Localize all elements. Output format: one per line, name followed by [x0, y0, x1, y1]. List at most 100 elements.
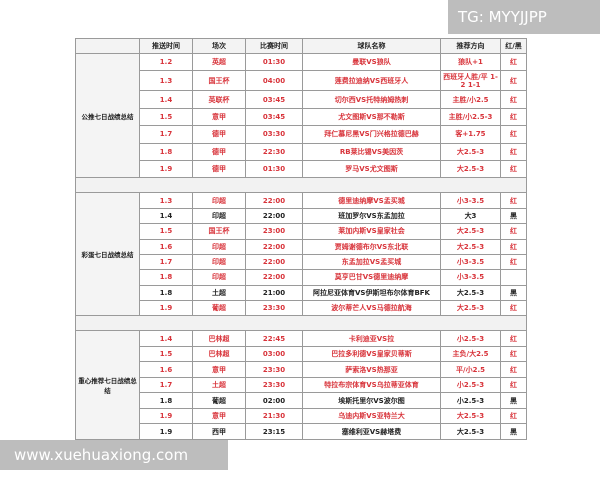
- watermark-bottom: www.xuehuaxiong.com: [0, 440, 228, 470]
- pick-cell: 大2.5-3: [440, 238, 501, 255]
- push-time-cell: 1.7: [139, 125, 193, 144]
- league-cell: 英联杯: [192, 90, 246, 109]
- table-row: 1.5 意甲 03:45 尤文图斯VS那不勒斯 主胜/小2.5-3 红: [76, 107, 527, 127]
- push-time-cell: 1.6: [139, 238, 193, 255]
- push-time-cell: 1.8: [139, 269, 193, 286]
- result-cell: 红: [500, 125, 527, 144]
- table-row: 1.3 国王杯 04:00 莲费拉迪纳VS西班牙人 西班牙人胜/平 1-2 1-1 红: [76, 70, 527, 92]
- teams-cell: 拜仁慕尼黑VS门兴格拉德巴赫: [302, 125, 441, 144]
- league-cell: 意甲: [192, 407, 246, 425]
- teams-cell: RB莱比锡VS美因茨: [302, 142, 441, 161]
- teams-cell: 塞维利亚VS赫塔费: [302, 423, 441, 440]
- result-cell: 红: [500, 376, 527, 394]
- league-cell: 德甲: [192, 142, 246, 161]
- teams-cell: 阿拉尼亚体育VS伊斯坦布尔体育BFK: [302, 284, 441, 302]
- league-cell: 西甲: [192, 423, 246, 440]
- header-match-time: 比赛时间: [245, 38, 303, 54]
- result-cell: 红: [500, 330, 527, 347]
- push-time-cell: 1.3: [139, 70, 193, 92]
- result-cell: 红: [500, 107, 527, 127]
- league-cell: 葡超: [192, 392, 246, 409]
- teams-cell: 卡利迪亚VS拉: [302, 330, 441, 347]
- pick-cell: 主胜/小2.5: [440, 90, 501, 109]
- pick-cell: 大2.5-3: [440, 159, 501, 179]
- match-time-cell: 22:45: [245, 330, 303, 347]
- result-cell: 红: [500, 407, 527, 425]
- league-cell: 意甲: [192, 361, 246, 378]
- match-time-cell: 21:30: [245, 407, 303, 425]
- pick-cell: 大2.5-3: [440, 223, 501, 240]
- result-cell: 红: [500, 70, 527, 92]
- table-row: 1.8 土超 21:00 阿拉尼亚体育VS伊斯坦布尔体育BFK 大2.5-3 黑: [76, 284, 527, 302]
- teams-cell: 乌迪内斯VS亚特兰大: [302, 407, 441, 425]
- push-time-cell: 1.7: [139, 376, 193, 394]
- table-row: 公推七日战绩总结 1.2 英超 01:30 曼联VS狼队 狼队+1 红: [75, 52, 527, 179]
- teams-cell: 埃斯托里尔VS波尔图: [302, 392, 441, 409]
- results-table: 推送时间 场次 比赛时间 球队名称 推荐方向 红/黑 公推七日战绩总结 1.2 英超…: [75, 38, 527, 440]
- league-cell: 德甲: [192, 125, 246, 144]
- match-time-cell: 22:00: [245, 192, 303, 209]
- match-time-cell: 01:30: [245, 159, 303, 179]
- push-time-cell: 1.9: [139, 159, 193, 179]
- league-cell: 国王杯: [192, 70, 246, 92]
- table-row: 1.8 德甲 22:30 RB莱比锡VS美因茨 大2.5-3 红: [76, 142, 527, 161]
- league-cell: 印超: [192, 269, 246, 286]
- result-cell: 红: [500, 142, 527, 161]
- table-row: 1.8 葡超 02:00 埃斯托里尔VS波尔图 小2.5-3 黑: [76, 392, 527, 409]
- pick-cell: 小2.5-3: [440, 376, 501, 394]
- match-time-cell: 22:00: [245, 207, 303, 225]
- pick-cell: 大3: [440, 207, 501, 225]
- pick-cell: 大2.5-3: [440, 284, 501, 302]
- pick-cell: 大2.5-3: [440, 142, 501, 161]
- section-spacer: [75, 315, 527, 332]
- table-row: 1.4 英联杯 03:45 切尔西VS托特纳姆热刺 主胜/小2.5 红: [76, 90, 527, 109]
- header-pick: 推荐方向: [440, 38, 501, 54]
- league-cell: 土超: [192, 284, 246, 302]
- result-cell: 红: [500, 253, 527, 271]
- pick-cell: 客+1.75: [440, 125, 501, 144]
- teams-cell: 尤文图斯VS那不勒斯: [302, 107, 441, 127]
- match-time-cell: 21:00: [245, 284, 303, 302]
- header-row: 推送时间 场次 比赛时间 球队名称 推荐方向 红/黑: [75, 38, 527, 54]
- match-time-cell: 22:00: [245, 269, 303, 286]
- match-time-cell: 03:30: [245, 125, 303, 144]
- match-time-cell: 23:30: [245, 376, 303, 394]
- league-cell: 巴林超: [192, 330, 246, 347]
- match-time-cell: 22:00: [245, 238, 303, 255]
- result-cell: 红: [500, 238, 527, 255]
- result-cell: 黑: [500, 392, 527, 409]
- result-cell: 红: [500, 52, 527, 72]
- table-row: 1.6 印超 22:00 贾姆谢德布尔VS东北联 大2.5-3 红: [76, 238, 527, 255]
- pick-cell: 小3-3.5: [440, 253, 501, 271]
- table-row: 1.7 土超 23:30 特拉布宗体育VS乌拉蒂亚体育 小2.5-3 红: [76, 376, 527, 394]
- match-time-cell: 23:00: [245, 223, 303, 240]
- match-time-cell: 03:45: [245, 90, 303, 109]
- match-time-cell: 03:00: [245, 345, 303, 363]
- table-row: 1.6 意甲 23:30 萨索洛VS热那亚 平/小2.5 红: [76, 361, 527, 378]
- push-time-cell: 1.8: [139, 284, 193, 302]
- pick-cell: 小3-3.5: [440, 192, 501, 209]
- league-cell: 印超: [192, 238, 246, 255]
- table-row: 1.9 葡超 23:30 波尔蒂芒人VS马德拉航海 大2.5-3 红: [76, 300, 527, 317]
- pick-cell: 小3-3.5: [440, 269, 501, 286]
- match-time-cell: 22:00: [245, 253, 303, 271]
- teams-cell: 切尔西VS托特纳姆热刺: [302, 90, 441, 109]
- header-teams: 球队名称: [302, 38, 441, 54]
- match-time-cell: 23:30: [245, 361, 303, 378]
- league-cell: 印超: [192, 253, 246, 271]
- pick-cell: 主负/大2.5: [440, 345, 501, 363]
- push-time-cell: 1.7: [139, 253, 193, 271]
- table-row: 1.9 西甲 23:15 塞维利亚VS赫塔费 大2.5-3 黑: [76, 423, 527, 440]
- pick-cell: 平/小2.5: [440, 361, 501, 378]
- watermark-top: TG: MYYJJPP: [448, 0, 600, 34]
- result-cell: 红: [500, 90, 527, 109]
- table-row: 彩蛋七日战绩总结 1.3 印超 22:00 德里迪纳摩VS孟买城 小3-3.5 红: [75, 192, 527, 317]
- match-time-cell: 02:00: [245, 392, 303, 409]
- result-cell: 红: [500, 361, 527, 378]
- header-section: [75, 38, 140, 54]
- league-cell: 英超: [192, 52, 246, 72]
- league-cell: 印超: [192, 192, 246, 209]
- section-spacer: [75, 177, 527, 194]
- teams-cell: 波尔蒂芒人VS马德拉航海: [302, 300, 441, 317]
- match-time-cell: 04:00: [245, 70, 303, 92]
